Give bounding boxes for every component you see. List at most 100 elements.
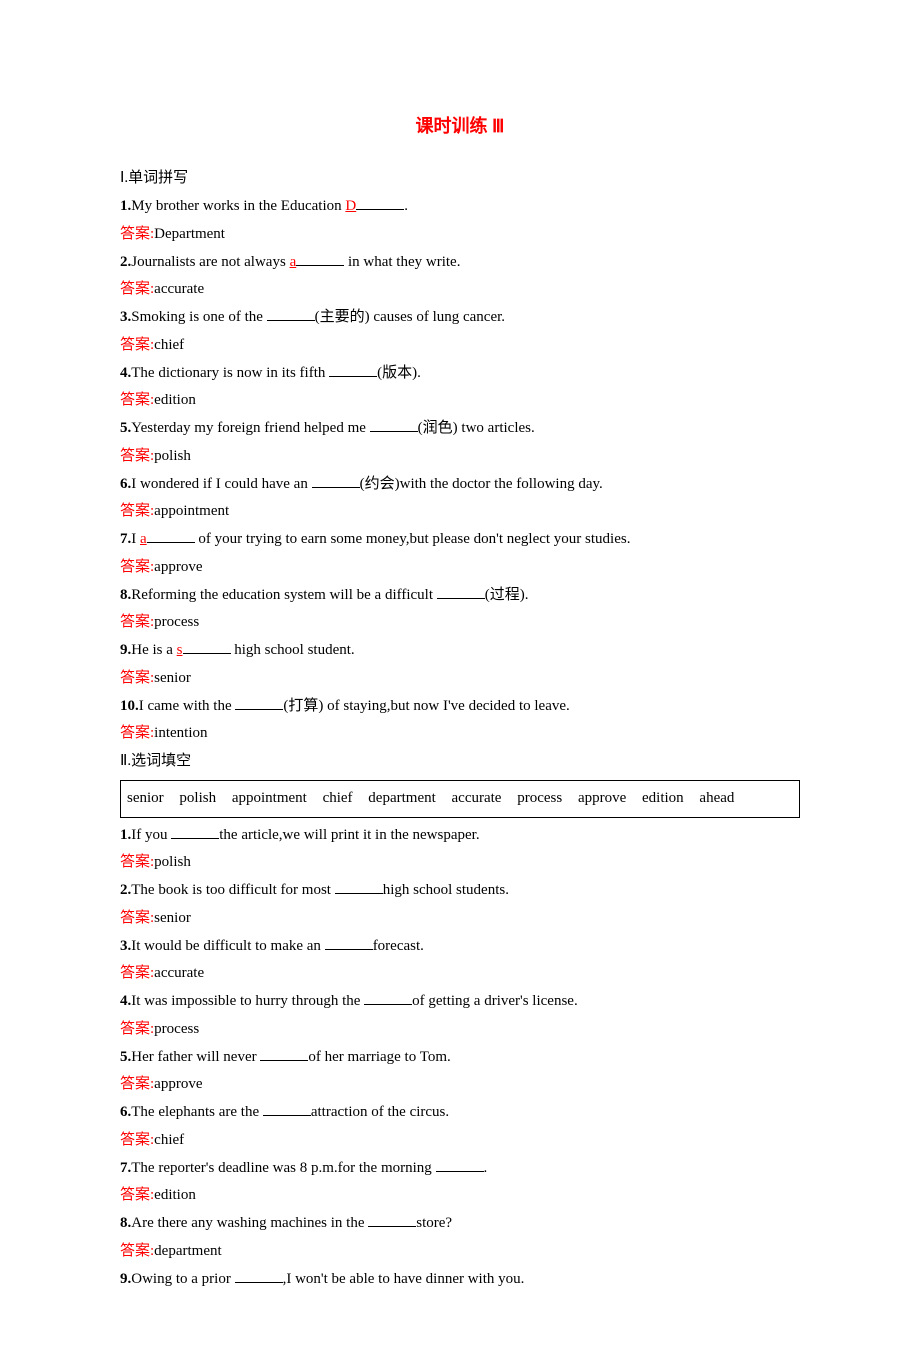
answer-value: department [154, 1243, 221, 1259]
question-text-pre: My brother works in the Education [131, 198, 345, 214]
answer-line: 答案:edition [120, 1182, 800, 1210]
question-text-post: the article,we will print it in the news… [219, 827, 479, 843]
fill-blank [260, 1046, 308, 1061]
question-number: 6. [120, 1104, 131, 1120]
question-number: 2. [120, 254, 131, 270]
answer-value: process [154, 614, 199, 630]
question-text-pre: He is a [131, 642, 176, 658]
answer-line: 答案:edition [120, 387, 800, 415]
answer-value: approve [154, 559, 202, 575]
question-item: 3.It would be difficult to make an forec… [120, 933, 800, 961]
answer-value: appointment [154, 503, 229, 519]
fill-blank [364, 990, 412, 1005]
question-text-pre: The dictionary is now in its fifth [131, 365, 329, 381]
question-text-post: with the doctor the following day. [400, 476, 603, 492]
question-number: 9. [120, 1271, 131, 1287]
answer-label: 答案: [120, 226, 154, 242]
question-number: 7. [120, 531, 131, 547]
question-text-pre: Her father will never [131, 1049, 260, 1065]
answer-label: 答案: [120, 670, 154, 686]
answer-line: 答案:appointment [120, 498, 800, 526]
question-number: 4. [120, 993, 131, 1009]
question-text-post: attraction of the circus. [311, 1104, 449, 1120]
question-text-post: forecast. [373, 938, 424, 954]
question-number: 8. [120, 587, 131, 603]
question-text-post: high school students. [383, 882, 509, 898]
section1-list: 1.My brother works in the Education D.答案… [120, 193, 800, 748]
page-title: 课时训练 Ⅲ [120, 110, 800, 143]
hint-text: (约会) [360, 476, 400, 492]
answer-value: edition [154, 392, 196, 408]
fill-blank [370, 417, 418, 432]
answer-label: 答案: [120, 337, 154, 353]
question-text-pre: I wondered if I could have an [131, 476, 311, 492]
question-text-pre: Are there any washing machines in the [131, 1215, 368, 1231]
question-text-pre: Journalists are not always [131, 254, 289, 270]
question-item: 7.The reporter's deadline was 8 p.m.for … [120, 1155, 800, 1183]
answer-label: 答案: [120, 614, 154, 630]
fill-blank [296, 251, 344, 266]
question-text-pre: I came with the [139, 698, 236, 714]
answer-line: 答案:polish [120, 443, 800, 471]
answer-value: accurate [154, 281, 204, 297]
question-item: 9.Owing to a prior ,I won't be able to h… [120, 1266, 800, 1294]
answer-value: chief [154, 337, 184, 353]
question-number: 1. [120, 827, 131, 843]
fill-blank [368, 1212, 416, 1227]
fill-blank [356, 195, 404, 210]
question-item: 3.Smoking is one of the (主要的) causes of … [120, 304, 800, 332]
hint-text: (版本) [377, 365, 417, 381]
question-item: 2.Journalists are not always a in what t… [120, 249, 800, 277]
question-text-pre: The book is too difficult for most [131, 882, 334, 898]
question-number: 4. [120, 365, 131, 381]
hint-text: (打算) [283, 698, 323, 714]
answer-label: 答案: [120, 503, 154, 519]
fill-blank [147, 528, 195, 543]
question-text-pre: It was impossible to hurry through the [131, 993, 364, 1009]
question-item: 5.Her father will never of her marriage … [120, 1044, 800, 1072]
question-text-post: of staying,but now I've decided to leave… [323, 698, 569, 714]
question-text-post: of getting a driver's license. [412, 993, 578, 1009]
question-text-post: . [417, 365, 421, 381]
question-item: 5.Yesterday my foreign friend helped me … [120, 415, 800, 443]
question-item: 2.The book is too difficult for most hig… [120, 877, 800, 905]
answer-line: 答案:department [120, 1238, 800, 1266]
answer-line: 答案:approve [120, 554, 800, 582]
question-text-pre: It would be difficult to make an [131, 938, 324, 954]
hint-text: (润色) [418, 420, 458, 436]
question-text-pre: The reporter's deadline was 8 p.m.for th… [131, 1160, 435, 1176]
question-item: 4.The dictionary is now in its fifth (版本… [120, 360, 800, 388]
fill-blank [312, 473, 360, 488]
question-item: 10.I came with the (打算) of staying,but n… [120, 693, 800, 721]
answer-value: approve [154, 1076, 202, 1092]
fill-blank [329, 362, 377, 377]
answer-value: polish [154, 448, 191, 464]
question-number: 2. [120, 882, 131, 898]
question-number: 1. [120, 198, 131, 214]
question-text-pre: Owing to a prior [131, 1271, 234, 1287]
section1-header: Ⅰ.单词拼写 [120, 165, 800, 193]
hint-letter: a [290, 254, 297, 270]
answer-value: senior [154, 670, 191, 686]
fill-blank [335, 879, 383, 894]
section2-header: Ⅱ.选词填空 [120, 748, 800, 776]
question-text-post: causes of lung cancer. [370, 309, 505, 325]
question-text-pre: Yesterday my foreign friend helped me [131, 420, 369, 436]
answer-label: 答案: [120, 854, 154, 870]
answer-line: 答案:senior [120, 665, 800, 693]
answer-value: accurate [154, 965, 204, 981]
question-number: 10. [120, 698, 139, 714]
fill-blank [437, 584, 485, 599]
question-item: 6.The elephants are the attraction of th… [120, 1099, 800, 1127]
question-text-post: of your trying to earn some money,but pl… [195, 531, 631, 547]
answer-line: 答案:senior [120, 905, 800, 933]
question-text-pre: If you [131, 827, 171, 843]
fill-blank [171, 824, 219, 839]
answer-line: 答案:accurate [120, 276, 800, 304]
question-number: 8. [120, 1215, 131, 1231]
question-number: 5. [120, 420, 131, 436]
question-text-pre: I [131, 531, 140, 547]
answer-line: 答案:chief [120, 332, 800, 360]
question-item: 6.I wondered if I could have an (约会)with… [120, 471, 800, 499]
answer-line: 答案:intention [120, 720, 800, 748]
